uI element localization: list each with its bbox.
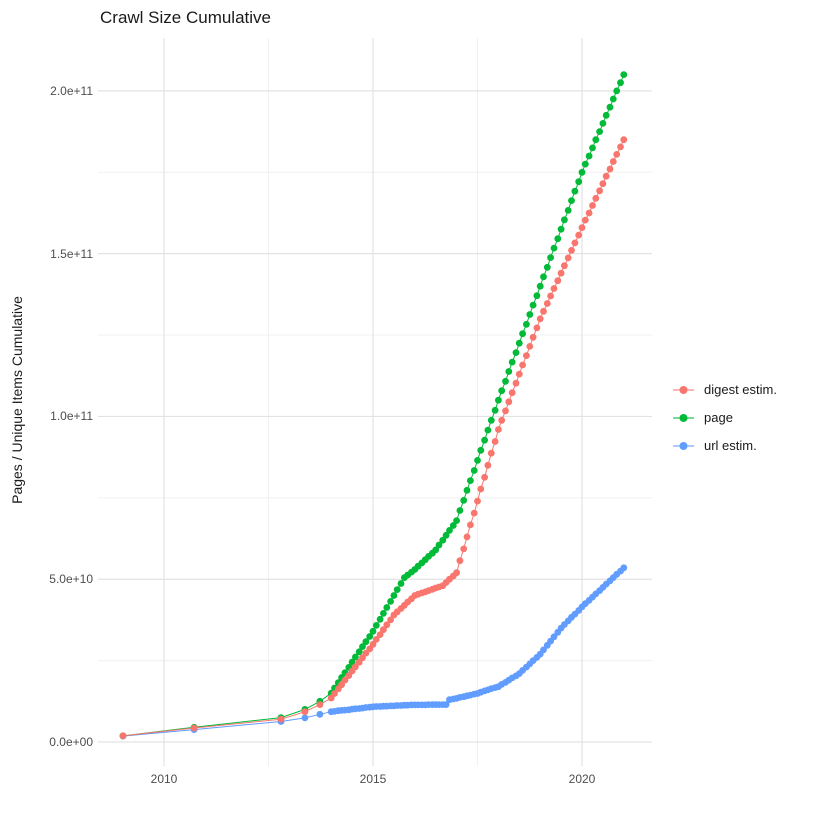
x-tick-label: 2015 [359, 772, 387, 786]
legend-key-url-icon [673, 441, 694, 450]
legend-key-digest-icon [673, 385, 694, 394]
legend-item-digest-estim: digest estim. [672, 380, 777, 399]
series-digest-estim [119, 136, 628, 740]
legend-label-page: page [704, 410, 733, 425]
series-url-estim [119, 564, 628, 740]
x-tick-label: 2010 [150, 772, 178, 786]
legend-key-page-icon [673, 413, 694, 422]
y-tick-label: 2.0e+11 [50, 83, 93, 98]
chart-title: Crawl Size Cumulative [100, 8, 271, 27]
series-page-points [119, 71, 628, 740]
gridlines-major [98, 38, 652, 766]
y-tick-label: 0.0e+00 [49, 735, 93, 749]
x-tick-label: 2020 [568, 772, 596, 786]
gridlines-minor [98, 38, 652, 766]
y-tick-label: 1.5e+11 [50, 246, 93, 261]
legend-item-page: page [672, 408, 777, 427]
series-digest-estim-points [119, 136, 628, 740]
series-page [119, 71, 628, 740]
legend-label-url-estim: url estim. [704, 438, 757, 453]
y-axis-title: Pages / Unique Items Cumulative [9, 296, 25, 504]
y-tick-label: 5.0e+10 [49, 572, 93, 587]
legend-label-digest-estim: digest estim. [704, 382, 777, 397]
series-url-estim-points [119, 564, 628, 740]
y-tick-label: 1.0e+11 [50, 409, 93, 424]
legend: digest estim. page url estim. [672, 380, 777, 455]
legend-item-url-estim: url estim. [672, 436, 777, 455]
